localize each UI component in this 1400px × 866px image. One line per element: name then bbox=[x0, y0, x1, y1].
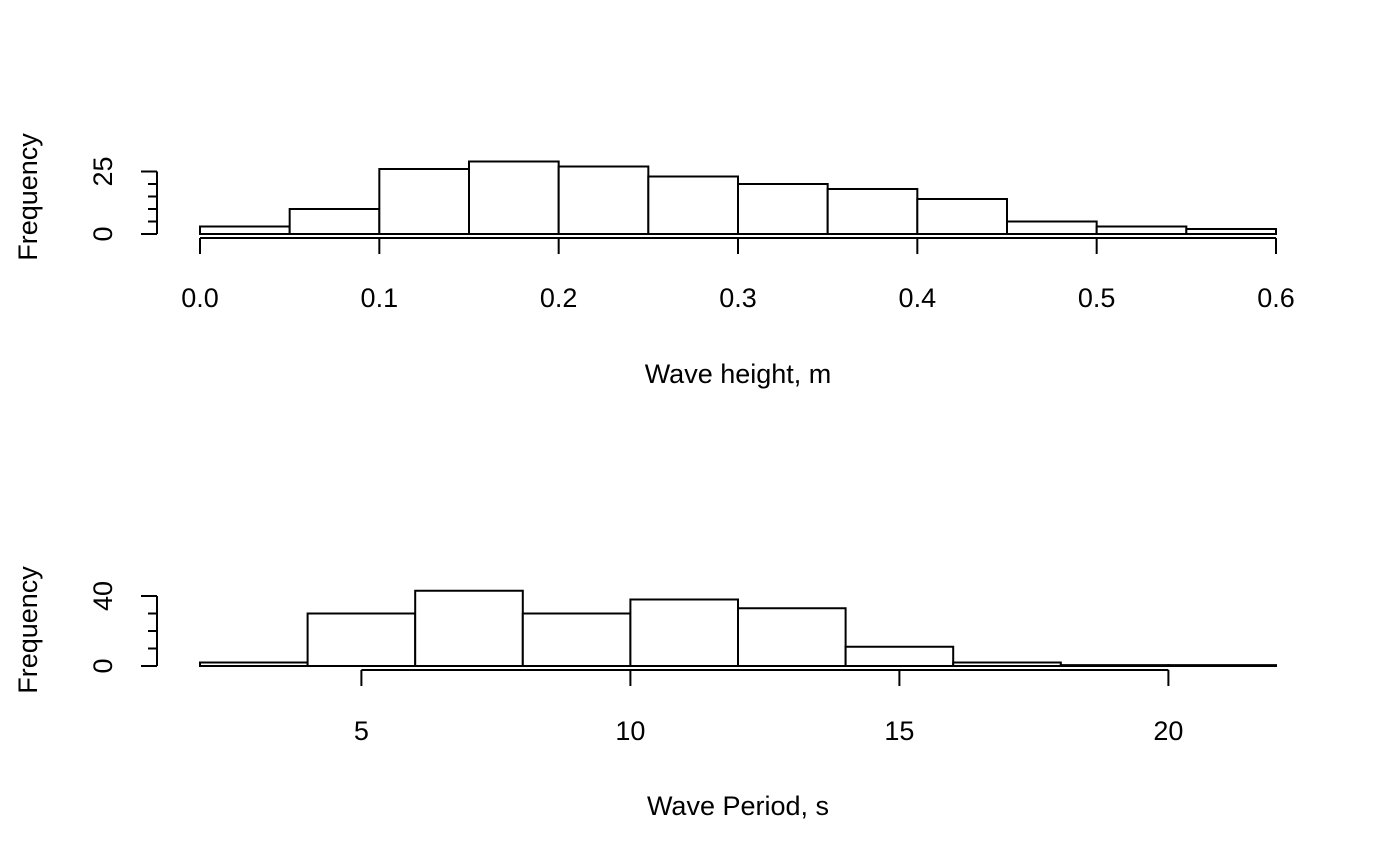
histogram-bar bbox=[1095, 225, 1188, 235]
x-tick-label: 0.0 bbox=[181, 283, 219, 313]
y-axis-title: Frequency bbox=[13, 133, 43, 261]
y-tick-label: 40 bbox=[88, 581, 118, 611]
histogram-bar bbox=[647, 175, 739, 235]
histogram-bar bbox=[199, 225, 291, 235]
histogram-bar bbox=[378, 168, 471, 235]
y-axis: 0 25 bbox=[88, 156, 158, 242]
histogram-bar bbox=[288, 208, 381, 235]
x-tick-label: 0.6 bbox=[1257, 283, 1295, 313]
y-axis-title: Frequency bbox=[13, 566, 43, 694]
histogram-bar bbox=[414, 589, 524, 667]
histogram-bar bbox=[306, 612, 417, 667]
histogram-bar bbox=[916, 198, 1008, 235]
histogram-bar bbox=[1167, 664, 1278, 667]
histogram-bar bbox=[557, 165, 650, 235]
histogram-bar bbox=[1006, 220, 1098, 235]
histogram-bar bbox=[826, 188, 919, 235]
histogram-bar bbox=[737, 183, 829, 235]
histogram-bar bbox=[521, 612, 632, 667]
y-axis: 0 40 bbox=[88, 581, 158, 674]
y-tick-label: 0 bbox=[88, 658, 118, 673]
histogram-bar bbox=[844, 645, 955, 667]
histogram-bar bbox=[629, 598, 740, 667]
x-axis: 0.0 0.1 0.2 0.3 0.4 0.5 0.6 bbox=[181, 237, 1295, 313]
histogram-bar bbox=[737, 607, 847, 667]
x-tick-label: 0.4 bbox=[899, 283, 937, 313]
x-axis: 5 10 15 20 bbox=[354, 669, 1183, 746]
wave-period-histogram: 5 10 15 20 Wave Period, s 0 40 Frequency bbox=[13, 566, 1278, 821]
x-tick-label: 0.5 bbox=[1078, 283, 1116, 313]
histogram-bar bbox=[1185, 228, 1278, 235]
bars bbox=[199, 589, 1278, 667]
histogram-bar bbox=[199, 661, 309, 667]
histogram-bar bbox=[468, 160, 560, 235]
x-tick-label: 0.2 bbox=[540, 283, 578, 313]
x-tick-label: 10 bbox=[615, 716, 645, 746]
x-axis-title: Wave height, m bbox=[645, 359, 832, 389]
histogram-bar bbox=[952, 661, 1062, 667]
y-tick-label: 0 bbox=[88, 226, 118, 241]
x-tick-label: 0.1 bbox=[361, 283, 399, 313]
x-tick-label: 5 bbox=[354, 716, 369, 746]
y-tick-label: 25 bbox=[88, 156, 118, 186]
x-axis-title: Wave Period, s bbox=[647, 791, 829, 821]
x-tick-label: 20 bbox=[1153, 716, 1183, 746]
wave-height-histogram: 0.0 0.1 0.2 0.3 0.4 0.5 0.6 Wave height, m 0 25 Fr… bbox=[13, 133, 1295, 389]
x-tick-label: 0.3 bbox=[719, 283, 757, 313]
bars bbox=[199, 160, 1278, 235]
x-tick-label: 15 bbox=[884, 716, 914, 746]
histogram-bar bbox=[1059, 664, 1170, 667]
